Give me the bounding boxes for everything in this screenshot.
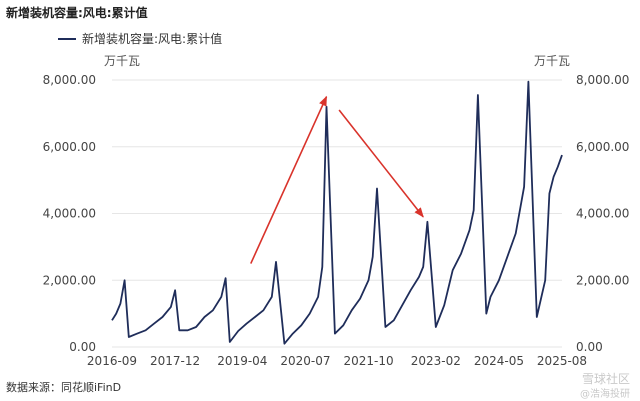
annotation-arrow (338, 109, 424, 218)
x-tick-label: 2016-09 (87, 354, 137, 368)
legend-label: 新增装机容量:风电:累计值 (82, 32, 223, 46)
watermark-text: 雪球社区 (581, 372, 630, 386)
y-tick-label-left: 8,000.00 (43, 73, 96, 87)
y-tick-label-right: 4,000.00 (576, 207, 629, 221)
y-tick-label-right: 2,000.00 (576, 273, 629, 287)
legend-line-swatch (58, 37, 76, 40)
data-source: 数据来源：同花顺iFinD (6, 381, 122, 394)
x-tick-label: 2024-05 (474, 354, 524, 368)
y-tick-label-left: 2,000.00 (43, 273, 96, 287)
chart-legend: 新增装机容量:风电:累计值 (58, 30, 222, 47)
y-axis-unit-left: 万千瓦 (104, 54, 141, 68)
y-tick-label-left: 6,000.00 (43, 140, 96, 154)
y-axis-unit-right: 万千瓦 (534, 54, 571, 68)
y-tick-label-left: 4,000.00 (43, 207, 96, 221)
y-tick-label-right: 0.00 (576, 340, 603, 354)
chart-title: 新增装机容量:风电:累计值 (6, 6, 148, 20)
x-tick-label: 2023-02 (411, 354, 461, 368)
watermark-author: @浩海投研 (580, 389, 630, 400)
x-tick-label: 2019-04 (217, 354, 267, 368)
x-tick-label: 2025-08 (537, 354, 587, 368)
y-tick-label-right: 8,000.00 (576, 73, 629, 87)
series-line (111, 80, 563, 345)
y-tick-label-left: 0.00 (69, 340, 96, 354)
x-tick-label: 2020-07 (280, 354, 330, 368)
x-tick-label: 2021-10 (343, 354, 393, 368)
annotation-arrow (250, 95, 328, 264)
y-tick-label-right: 6,000.00 (576, 140, 629, 154)
x-tick-label: 2017-12 (150, 354, 200, 368)
